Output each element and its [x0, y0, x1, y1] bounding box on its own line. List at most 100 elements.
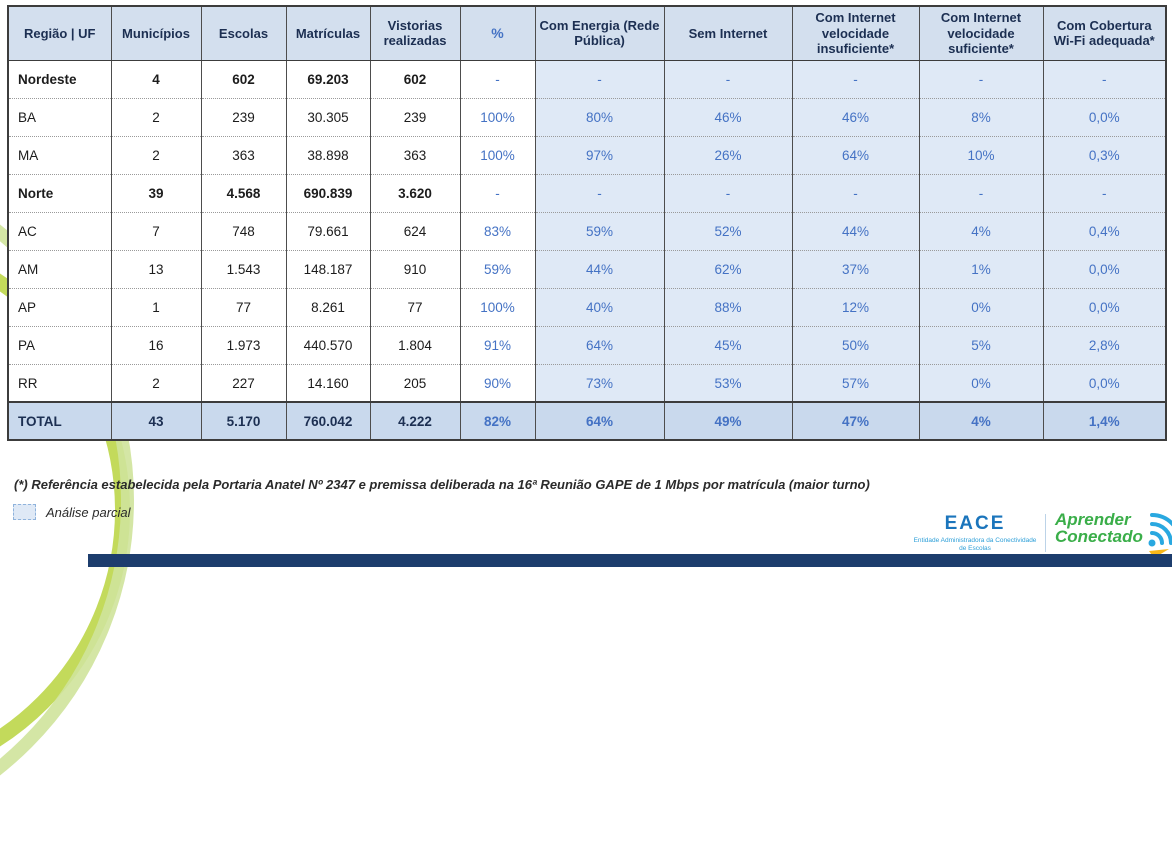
row-label: MA — [7, 135, 112, 175]
table-cell: 90% — [459, 363, 536, 403]
table-cell: 57% — [791, 363, 920, 403]
table-cell: - — [918, 173, 1044, 213]
table-cell: - — [534, 59, 665, 99]
table-cell: 0,0% — [1042, 363, 1167, 403]
logo-separator — [1045, 514, 1046, 552]
table-cell: 14.160 — [285, 363, 371, 403]
eace-logo: EACE Entidade Administradora da Conectiv… — [912, 513, 1038, 554]
col-header-6: Com Energia (Rede Pública) — [534, 5, 665, 61]
table-cell: - — [1042, 173, 1167, 213]
table-cell: 59% — [534, 211, 665, 251]
table-cell: 39 — [110, 173, 202, 213]
table-row-ba: BA 2 239 30.305 239 100% 80% 46% 46% 8% 0,0% — [7, 97, 1167, 137]
eace-logo-subtitle: Entidade Administradora da Conectividade… — [913, 537, 1037, 553]
table-cell: - — [1042, 59, 1167, 99]
table-cell: 0,0% — [1042, 249, 1167, 289]
table-row-rr: RR 2 227 14.160 205 90% 73% 53% 57% 0% 0,0% — [7, 363, 1167, 403]
col-header-3: Matrículas — [285, 5, 371, 61]
table-cell: 77 — [369, 287, 461, 327]
col-header-4: Vistorias realizadas — [369, 5, 461, 61]
table-cell: 100% — [459, 97, 536, 137]
table-cell: 363 — [369, 135, 461, 175]
row-label: AP — [7, 287, 112, 327]
table-cell: 1 — [110, 287, 202, 327]
table-cell: 0% — [918, 363, 1044, 403]
legend-swatch — [13, 504, 36, 520]
col-header-9: Com Internet velocidade suficiente* — [918, 5, 1044, 61]
col-header-5: % — [459, 5, 536, 61]
table-row-ma: MA 2 363 38.898 363 100% 97% 26% 64% 10% 0,3% — [7, 135, 1167, 175]
table-cell: 37% — [791, 249, 920, 289]
table-cell: 83% — [459, 211, 536, 251]
table-cell: 148.187 — [285, 249, 371, 289]
table-cell: - — [918, 59, 1044, 99]
legend-label: Análise parcial — [46, 504, 131, 520]
row-label: Norte — [7, 173, 112, 213]
table-cell: 97% — [534, 135, 665, 175]
row-label: PA — [7, 325, 112, 365]
table-cell: 100% — [459, 135, 536, 175]
table-cell: 602 — [369, 59, 461, 99]
table-row-nordeste: Nordeste 4 602 69.203 602- - - - - - — [7, 59, 1167, 99]
table-cell: 30.305 — [285, 97, 371, 137]
table-cell: 748 — [200, 211, 287, 251]
bottom-bar — [88, 554, 1172, 567]
table-row-total: TOTAL 43 5.170 760.042 4.222 82% 64% 49% 47% 4% 1,… — [7, 401, 1167, 441]
row-label: BA — [7, 97, 112, 137]
aprender-line: Aprender — [1055, 510, 1131, 529]
table-cell: 0,4% — [1042, 211, 1167, 251]
table-cell: - — [534, 173, 665, 213]
col-header-8: Com Internet velocidade insuficiente* — [791, 5, 920, 61]
conectado-line: Conectado — [1055, 527, 1143, 547]
table-cell: 64% — [534, 401, 665, 441]
row-label: RR — [7, 363, 112, 403]
table-cell: 10% — [918, 135, 1044, 175]
table-cell: 7 — [110, 211, 202, 251]
table-cell: 227 — [200, 363, 287, 403]
eace-logo-name: EACE — [944, 513, 1006, 534]
table-cell: 910 — [369, 249, 461, 289]
table-cell: - — [791, 173, 920, 213]
table-cell: 88% — [663, 287, 793, 327]
table-row-ap: AP 1 77 8.261 77 100% 40% 88% 12% 0% 0,0% — [7, 287, 1167, 327]
wifi-icon — [1148, 513, 1172, 558]
table-cell: 5.170 — [200, 401, 287, 441]
table-cell: 64% — [791, 135, 920, 175]
table-cell: 91% — [459, 325, 536, 365]
table-cell: 44% — [534, 249, 665, 289]
row-label: AC — [7, 211, 112, 251]
table-cell: 4% — [918, 401, 1044, 441]
table-cell: 47% — [791, 401, 920, 441]
table-cell: 62% — [663, 249, 793, 289]
table-cell: 77 — [200, 287, 287, 327]
table-cell: 26% — [663, 135, 793, 175]
table-cell: - — [663, 173, 793, 213]
row-label: Nordeste — [7, 59, 112, 99]
row-label: TOTAL — [7, 401, 112, 441]
table-cell: 53% — [663, 363, 793, 403]
table-cell: 4.222 — [369, 401, 461, 441]
table-cell: 2 — [110, 135, 202, 175]
table-cell: 440.570 — [285, 325, 371, 365]
table-row-ac: AC 7 748 79.661 624 83% 59% 52% 44% 4% 0,4% — [7, 211, 1167, 251]
table-cell: 1.543 — [200, 249, 287, 289]
table-cell: 100% — [459, 287, 536, 327]
col-header-7: Sem Internet — [663, 5, 793, 61]
table-cell: - — [459, 59, 536, 99]
table-cell: 363 — [200, 135, 287, 175]
table-cell: 2 — [110, 363, 202, 403]
table-row-norte: Norte 39 4.568 690.839 3.620- - - - - - — [7, 173, 1167, 213]
table-cell: - — [459, 173, 536, 213]
table-header-row: Região | UF Municípios Escolas Matrículas Vi… — [7, 5, 1167, 61]
table-cell: - — [791, 59, 920, 99]
col-header-10: Com Cobertura Wi-Fi adequada* — [1042, 5, 1167, 61]
table-cell: 64% — [534, 325, 665, 365]
footnote: (*) Referência estabelecida pela Portari… — [14, 477, 870, 492]
table-cell: 16 — [110, 325, 202, 365]
col-header-2: Escolas — [200, 5, 287, 61]
table-cell: 4% — [918, 211, 1044, 251]
row-label: AM — [7, 249, 112, 289]
table-cell: 79.661 — [285, 211, 371, 251]
col-header-1: Municípios — [110, 5, 202, 61]
table-cell: 73% — [534, 363, 665, 403]
